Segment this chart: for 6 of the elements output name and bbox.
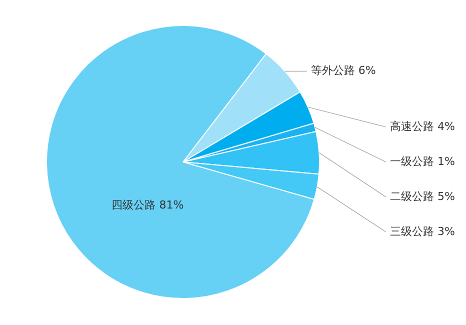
slice-label: 四级公路 81%	[112, 198, 184, 212]
slice-label: 一级公路 1%	[390, 154, 455, 168]
slice-label: 三级公路 3%	[390, 224, 455, 238]
slice-label: 等外公路 6%	[310, 64, 376, 78]
slice-label: 二级公路 5%	[390, 190, 455, 203]
slice-label: 高速公路 4%	[390, 120, 455, 133]
